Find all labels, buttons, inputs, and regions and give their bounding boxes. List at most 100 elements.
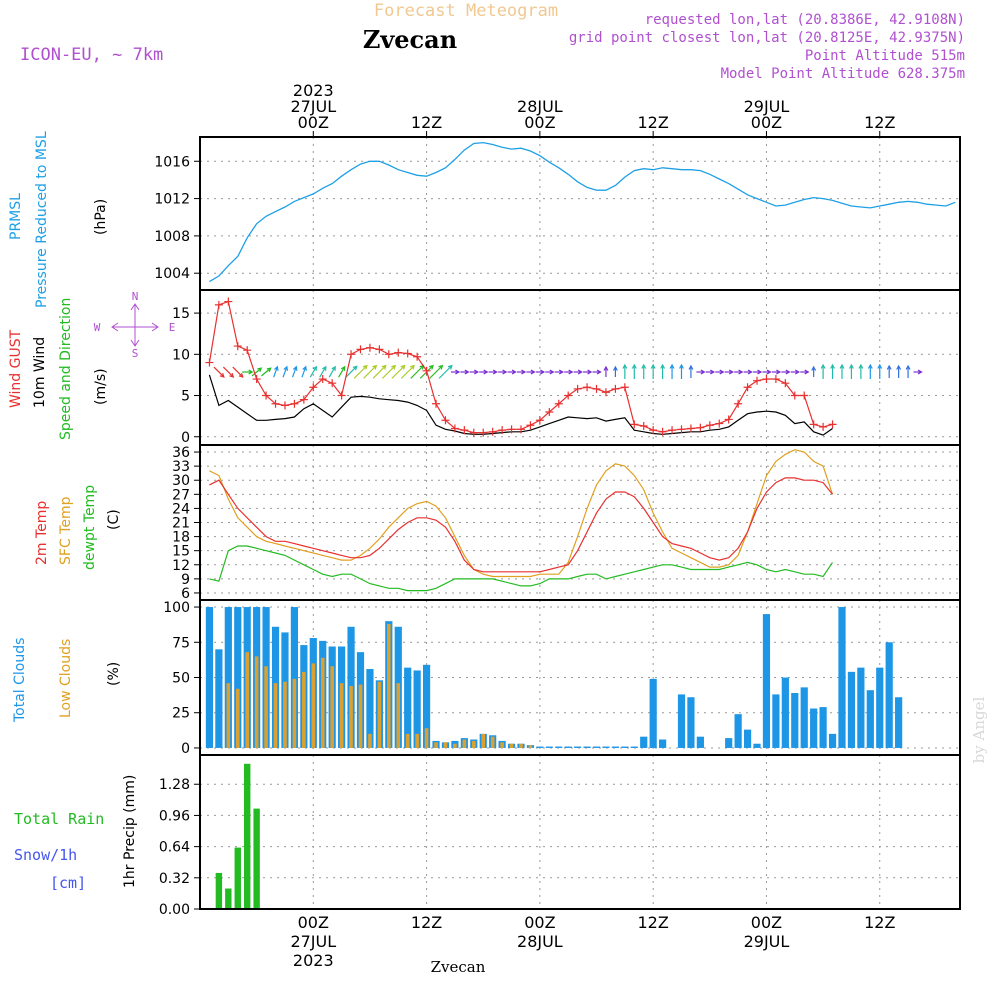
wind-arrow-head <box>492 369 498 375</box>
wind-direction-arrow <box>460 369 470 375</box>
wind-direction-arrow <box>811 365 817 377</box>
pressure-line <box>209 141 956 283</box>
y-tick-label: 27 <box>172 487 190 503</box>
wind-direction-arrow <box>328 365 336 378</box>
wind-gust-point <box>583 383 592 392</box>
wind-arrow-head <box>521 369 527 375</box>
y-tick-label: 0.00 <box>159 902 190 918</box>
wind-arrow-head <box>511 369 517 375</box>
total-cloud-bar <box>404 667 412 748</box>
total-cloud-bar <box>564 746 572 748</box>
wind-direction-arrow <box>516 369 527 375</box>
wind-panel: 0 5 10 15 <box>172 290 961 446</box>
top-time-label: 12Z <box>638 113 669 132</box>
wind-direction-arrow <box>679 363 684 379</box>
total-cloud-bar <box>734 714 742 748</box>
wind-arrow-shaft <box>382 365 396 379</box>
total-cloud-bar <box>545 746 553 748</box>
y-tick-label: 10 <box>172 347 190 363</box>
wind-arrow-head <box>669 363 675 369</box>
wind-direction-arrow <box>363 364 378 379</box>
wind-direction-arrow <box>526 369 536 375</box>
wind-direction-arrow <box>564 369 574 375</box>
top-time-label: 12Z <box>411 113 442 132</box>
wind-direction-arrow <box>877 363 883 379</box>
y-tick-label: 18 <box>172 530 190 546</box>
total-cloud-bar <box>762 614 771 748</box>
wind-arrow-shaft <box>309 366 317 378</box>
wind-gust-point <box>630 420 639 429</box>
wind-ylabel: (m/s) <box>93 368 109 405</box>
wind-arrow-shaft <box>429 365 443 379</box>
wind-direction-arrow <box>372 364 387 379</box>
total-cloud-bar <box>876 667 884 748</box>
cloud-ylabel: (%) <box>106 662 122 686</box>
total-cloud-bar <box>621 746 629 748</box>
wind-gust-point <box>347 350 356 359</box>
model-altitude: Model Point Altitude 628.375m <box>721 66 965 82</box>
wind-direction-arrow <box>438 364 453 379</box>
y-tick-label: 9 <box>181 572 190 588</box>
total-cloud-bar <box>838 607 846 748</box>
wind-arrow-head <box>483 369 489 375</box>
wind-direction-arrow <box>592 369 602 375</box>
wind-gust-point <box>781 379 790 388</box>
y-tick-label: 0.32 <box>159 871 190 887</box>
wind-gust-point <box>564 391 573 400</box>
wind-arrow-head <box>867 363 873 369</box>
point-altitude: Point Altitude 515m <box>805 48 965 64</box>
wind-arrow-head <box>700 369 706 375</box>
total-cloud-bar <box>895 697 903 748</box>
wind-arrow-shaft <box>291 366 297 378</box>
bottom-time-label: 29JUL <box>744 932 790 951</box>
wind-gust-point <box>394 348 403 357</box>
wind-gust-point <box>686 424 695 433</box>
wind-direction-arrow <box>660 363 666 379</box>
top-time-label: 28JUL <box>517 97 563 116</box>
wind-arrow-head <box>331 365 336 371</box>
wind-arrow-head <box>650 363 656 369</box>
wind-arrow-head <box>728 369 734 375</box>
temp-title-2: SFC Temp <box>58 496 74 565</box>
total-cloud-bar <box>753 743 761 748</box>
total-cloud-bar <box>772 694 780 748</box>
wind-gust-point <box>498 426 507 435</box>
temp-title-3: dewpt Temp <box>82 485 98 570</box>
wind-gust-point <box>422 366 431 375</box>
wind-arrow-shaft <box>273 366 278 378</box>
rain-bar <box>253 808 260 909</box>
wind-gust-point <box>450 424 459 433</box>
y-tick-label: 1016 <box>154 154 190 170</box>
low-cloud-bar <box>330 666 334 748</box>
wind-gust-point <box>460 426 469 435</box>
total-cloud-bar <box>555 746 563 748</box>
wind-direction-arrow <box>696 369 706 375</box>
wind-gust-point <box>639 422 648 431</box>
y-tick-label: 1.28 <box>159 777 190 793</box>
wind-gust-point <box>469 428 478 437</box>
wind-arrow-head <box>660 363 666 369</box>
wind-arrow-shaft <box>222 366 234 378</box>
low-cloud-bar <box>273 683 278 748</box>
top-time-label: 00Z <box>751 113 782 132</box>
model-label: ICON-EU, ~ 7km <box>20 45 163 65</box>
wind-direction-arrow <box>734 369 744 375</box>
wind-arrow-head <box>219 372 225 378</box>
total-cloud-bar <box>687 697 695 748</box>
low-cloud-bar <box>226 683 231 748</box>
wind-arrow-head <box>766 369 772 375</box>
low-cloud-bar <box>453 743 457 748</box>
total-cloud-bar <box>640 736 648 748</box>
wind-gust-point <box>299 395 308 404</box>
low-cloud-bar <box>368 733 372 748</box>
y-tick-label: 12 <box>172 558 190 574</box>
low-cloud-bar <box>235 688 240 748</box>
y-tick-label: 1004 <box>154 266 190 282</box>
wind-gust-point <box>762 375 771 384</box>
top-time-label: 12Z <box>864 113 895 132</box>
wind-arrow-head <box>858 363 864 369</box>
bottom-time-label: 28JUL <box>517 932 563 951</box>
wind-gust-point <box>809 420 818 429</box>
wind-arrow-head <box>679 363 684 369</box>
